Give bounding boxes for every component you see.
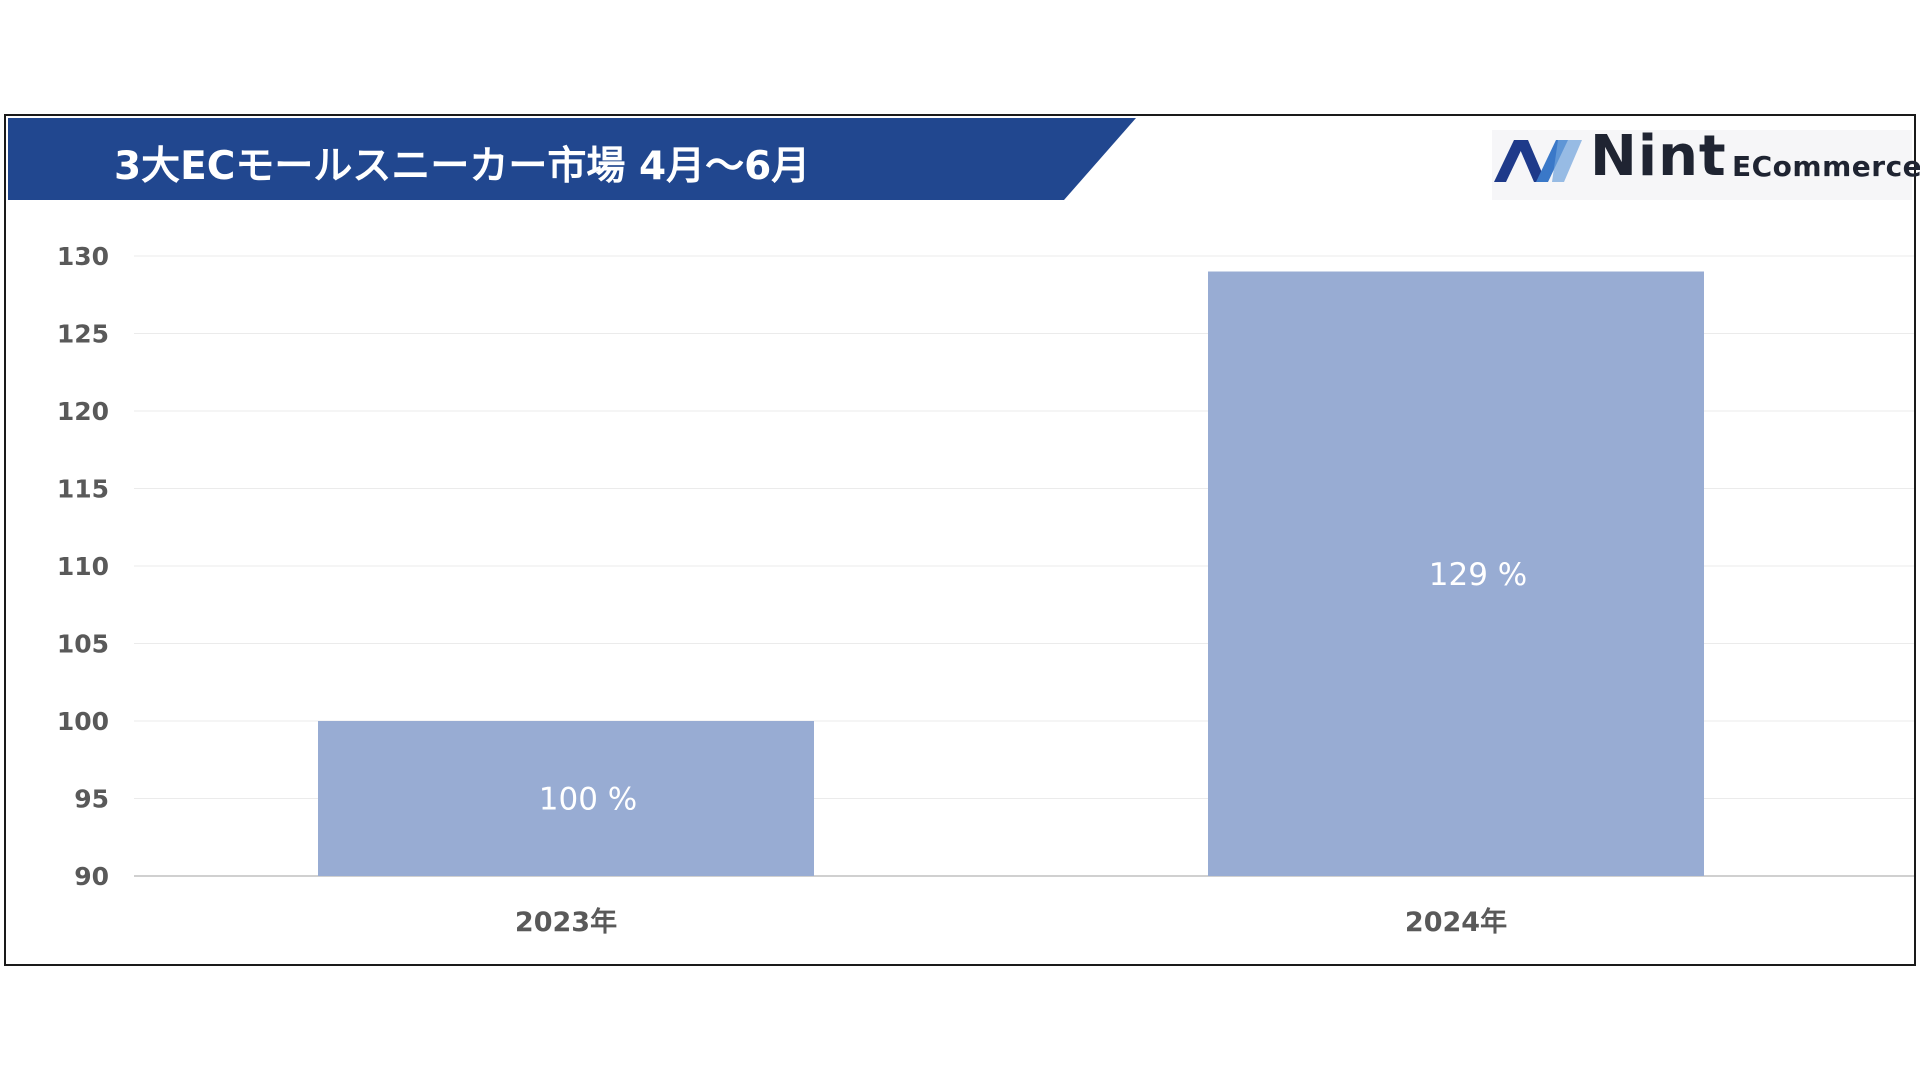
y-tick-label: 95 (74, 785, 109, 814)
chart-frame: 3大ECモールスニーカー市場 4月〜6月 Nint ECommerce 90 95… (4, 114, 1920, 966)
bar-chart: 90 95 100 105 110 115 120 125 130 100 % 129 % 202… (57, 242, 1914, 938)
y-tick-label: 115 (57, 475, 109, 504)
y-tick-label: 110 (57, 552, 109, 581)
y-tick-label: 120 (57, 397, 109, 426)
y-tick-label: 90 (74, 862, 109, 891)
title-banner-shape (8, 118, 1136, 200)
x-category-label: 2024年 (1405, 906, 1507, 938)
data-label: 129 % (1429, 557, 1527, 593)
bar (1208, 271, 1704, 876)
bar (318, 721, 814, 876)
y-tick-label: 100 (57, 707, 109, 736)
nint-logo-icon (1494, 140, 1582, 182)
y-tick-label: 105 (57, 630, 109, 659)
brand-subtitle: ECommerce (1732, 150, 1920, 183)
bars (318, 271, 1704, 876)
y-tick-label: 130 (57, 242, 109, 271)
brand-logo: Nint ECommerce (1492, 124, 1920, 200)
chart-title: 3大ECモールスニーカー市場 4月〜6月 (114, 144, 811, 189)
data-labels: 100 % 129 % (539, 557, 1527, 818)
brand-name: Nint (1590, 124, 1727, 189)
y-tick-label: 125 (57, 320, 109, 349)
title-banner: 3大ECモールスニーカー市場 4月〜6月 (8, 118, 1136, 200)
x-axis-categories: 2023年 2024年 (515, 906, 1507, 938)
data-label: 100 % (539, 782, 637, 818)
x-category-label: 2023年 (515, 906, 617, 938)
y-axis-ticks: 90 95 100 105 110 115 120 125 130 (57, 242, 109, 891)
